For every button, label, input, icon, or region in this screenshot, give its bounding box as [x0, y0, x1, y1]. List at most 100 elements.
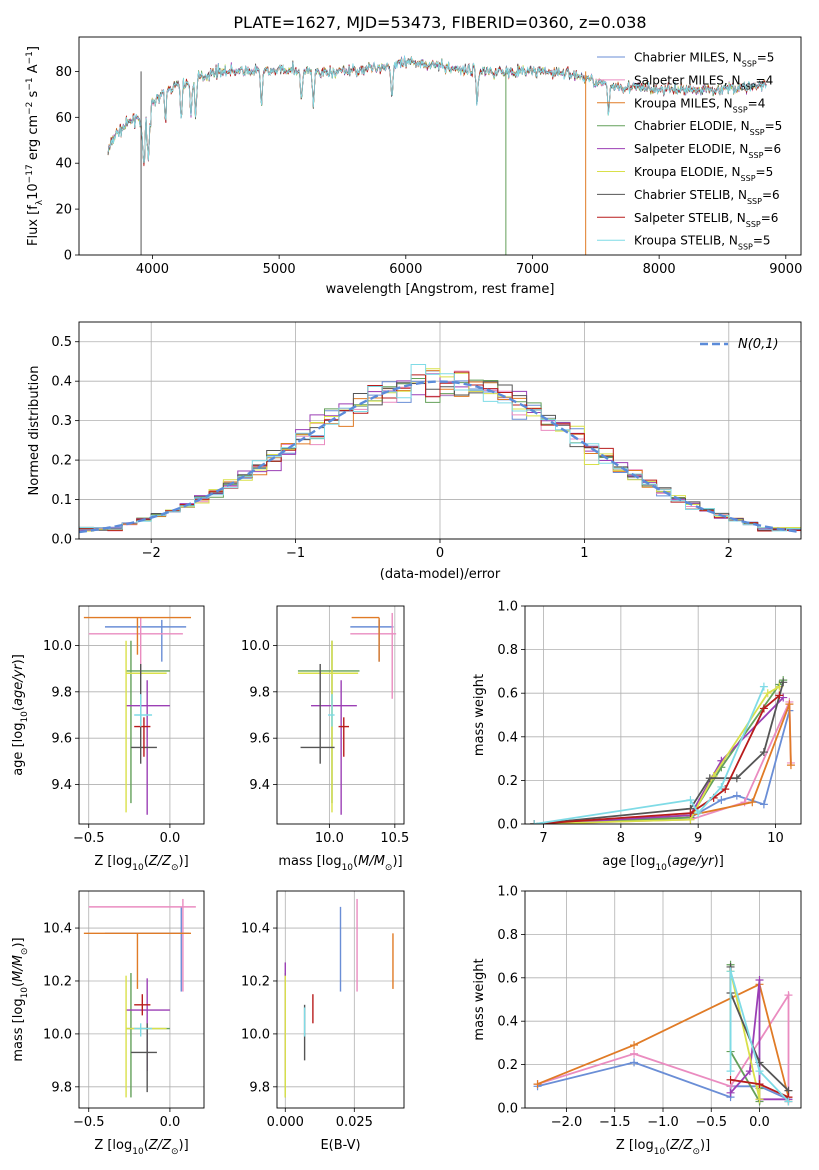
legend-label: Salpeter ELODIE, NSSP=6 — [634, 142, 781, 160]
weight-marker — [533, 1080, 542, 1089]
mass_vs_Z-axes: −0.5 0.0 9.8 10.0 10.2 10.4 — [43, 891, 204, 1130]
weight-marker — [732, 774, 741, 783]
x-tick-label: 10.5 — [380, 831, 409, 846]
legend-label: Chabrier STELIB, NSSP=6 — [634, 188, 780, 206]
weight-marker — [740, 798, 749, 807]
residuals-xlabel: (data-model)/error — [380, 567, 501, 582]
y-tick-label: 0.4 — [497, 730, 518, 745]
data-point — [83, 932, 192, 989]
mass_vs_EBV-points — [284, 898, 394, 1098]
weight-marker — [748, 798, 757, 807]
y-tick-label: 0.6 — [497, 971, 518, 986]
data-point — [134, 694, 153, 727]
weight-marker — [755, 1095, 764, 1104]
y-tick-label: 10.0 — [43, 1027, 72, 1042]
y-tick-label: 0.0 — [497, 818, 518, 833]
data-point — [83, 616, 192, 655]
x-tick-label: 0.0 — [160, 1115, 181, 1130]
spectrum-frame — [78, 36, 802, 256]
weight-marker — [755, 1080, 764, 1089]
y-tick-label: 0.0 — [51, 533, 72, 548]
y-tick-label: 10.2 — [241, 974, 270, 989]
weight-marker — [530, 820, 539, 824]
weight-marker — [779, 678, 788, 687]
y-tick-label: 0.1 — [51, 493, 72, 508]
weight-marker — [686, 796, 695, 805]
y-tick-label: 80 — [55, 65, 72, 80]
weight-series — [530, 693, 788, 824]
data-point — [350, 612, 397, 699]
spectrum-lines — [107, 55, 767, 255]
mass_weight_vs_age-axes: 7 8 9 10 0.0 0.2 0.4 0.6 0.8 1.0 — [497, 600, 801, 846]
y-tick-label: 0.8 — [497, 643, 518, 658]
y-tick-label: 10.0 — [241, 639, 270, 654]
y-tick-label: 9.8 — [51, 685, 72, 700]
x-tick-label: −1.5 — [599, 1115, 631, 1130]
weight-marker — [755, 1067, 764, 1076]
weight-marker — [759, 748, 768, 757]
mass_weight_vs_age-ylabel: mass weight — [472, 674, 487, 756]
mass_weight_vs_Z-xlabel: Z [log10(Z/Z⊙)] — [616, 1138, 710, 1157]
x-tick-label: −1 — [286, 546, 305, 561]
data-point — [134, 1023, 153, 1037]
weight-marker — [759, 800, 768, 809]
age_vs_Z-xlabel: Z [log10(Z/Z⊙)] — [94, 854, 188, 873]
legend-label: Chabrier MILES, NSSP=5 — [634, 51, 774, 69]
y-tick-label: 0.2 — [51, 454, 72, 469]
x-tick-label: 10.0 — [315, 831, 344, 846]
weight-series — [530, 682, 768, 824]
y-tick-label: 10.4 — [241, 922, 270, 937]
data-point — [328, 694, 335, 727]
data-point — [311, 680, 357, 815]
y-tick-label: 1.0 — [497, 885, 518, 900]
x-tick-label: 0.0 — [749, 1115, 770, 1130]
weight-marker — [726, 1088, 735, 1097]
weight-marker — [732, 791, 741, 800]
x-tick-label: −2.0 — [551, 1115, 583, 1130]
weight-marker — [717, 796, 726, 805]
y-tick-label: 0.3 — [51, 414, 72, 429]
weight-series — [726, 1075, 793, 1102]
data-point — [297, 640, 359, 813]
data-point — [126, 978, 170, 1071]
y-tick-label: 10.0 — [43, 639, 72, 654]
age_vs_mass-xlabel: mass [log10(M/M⊙)] — [278, 854, 402, 873]
data-point — [88, 898, 196, 992]
x-tick-label: 4000 — [136, 262, 169, 277]
residuals-ylabel: Normed distribution — [27, 366, 42, 496]
x-tick-label: 0.000 — [267, 1115, 304, 1130]
x-tick-label: 9 — [694, 831, 702, 846]
data-point — [125, 975, 167, 1098]
weight-marker — [686, 809, 695, 818]
x-tick-label: 8 — [617, 831, 625, 846]
weight-marker — [726, 967, 735, 976]
x-tick-label: −2 — [142, 546, 161, 561]
mass_vs_Z-frame — [78, 890, 205, 1109]
residuals-frame — [78, 321, 802, 540]
legend-label: Kroupa MILES, NSSP=4 — [634, 96, 765, 114]
weight-marker — [705, 774, 714, 783]
x-tick-label: −1.0 — [647, 1115, 679, 1130]
x-tick-label: 0.0 — [160, 831, 181, 846]
mass_weight_vs_age-series — [530, 676, 795, 824]
histogram-series — [79, 368, 801, 532]
mass_vs_EBV-frame — [276, 890, 405, 1109]
y-tick-label: 20 — [55, 203, 72, 218]
x-tick-label: 0.025 — [336, 1115, 373, 1130]
weight-marker — [694, 809, 703, 818]
weight-line — [534, 682, 785, 824]
x-tick-label: 9000 — [769, 262, 802, 277]
mass_vs_EBV-axes: 0.000 0.025 9.8 10.0 10.2 10.4 — [241, 891, 404, 1130]
histogram-series — [79, 364, 801, 532]
y-tick-label: 10.2 — [43, 974, 72, 989]
age_vs_Z-axes: −0.5 0.0 9.4 9.6 9.8 10.0 — [43, 606, 204, 846]
legend-label: Kroupa ELODIE, NSSP=5 — [634, 165, 773, 183]
x-tick-label: 8000 — [643, 262, 676, 277]
weight-marker — [630, 1049, 639, 1058]
y-tick-label: 9.6 — [249, 732, 270, 747]
figure-title: PLATE=1627, MJD=53473, FIBERID=0360, z=0… — [233, 13, 646, 32]
x-tick-label: 6000 — [389, 262, 422, 277]
data-point — [338, 717, 350, 757]
weight-marker — [630, 1041, 639, 1050]
